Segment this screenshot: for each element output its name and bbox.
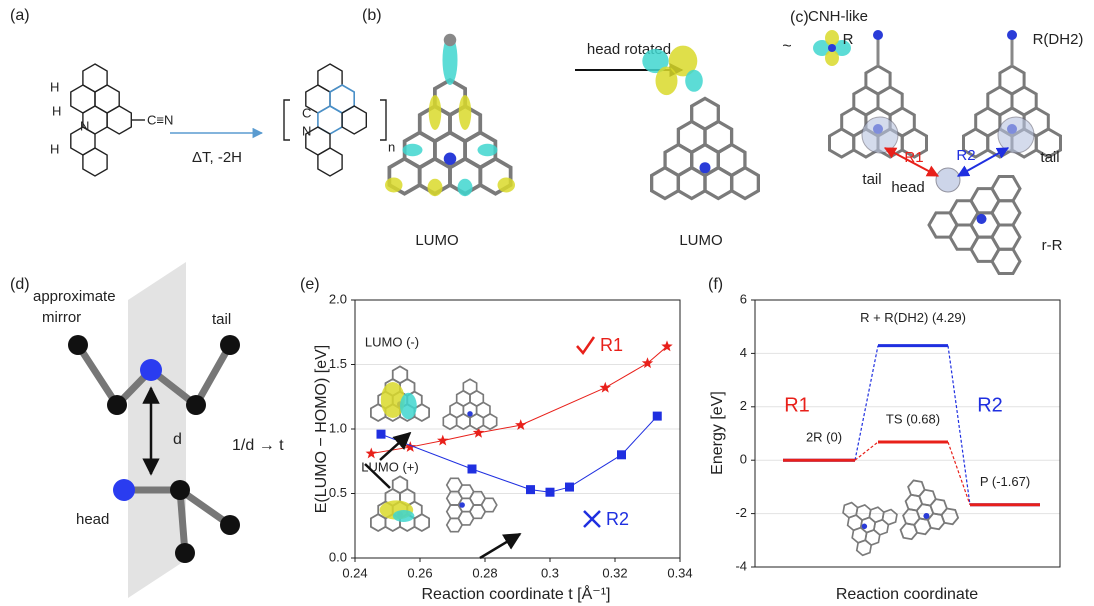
plane-label: mirror [42,309,81,326]
level-label: P (-1.67) [980,474,1030,489]
atom: H [50,141,59,156]
marker [546,488,555,497]
panel-label: (b) [362,7,382,24]
marker [565,483,574,492]
route-label: R2 [956,147,975,164]
x-tick-label: 0.3 [541,565,559,580]
annotation: LUMO (+) [361,459,418,474]
x-tick-label: 0.32 [602,565,627,580]
y-tick-label: 2 [740,398,747,413]
y-axis-label: E(LUMO − HOMO) [eV] [313,345,330,513]
series-label: R1 [784,394,810,416]
atom: N [80,118,89,133]
similar-sign: ~ [782,38,791,55]
panel-d: (d) d 1/d → t approximate mirror tail he… [10,262,284,598]
series-label: R1 [600,335,623,355]
molecule-label: R(DH2) [1033,31,1084,48]
series-label: R2 [977,394,1003,416]
site-label: tail [1040,149,1059,166]
distance-label: d [173,431,182,448]
y-tick-label: 2.0 [329,291,347,306]
atom: H [52,103,61,118]
y-tick-label: 0 [740,452,747,467]
x-axis-label: Reaction coordinate t [Å⁻¹] [422,584,611,603]
y-axis-label: Energy [eV] [709,391,726,475]
orbital-label: LUMO [679,232,722,249]
panel-f: (f) Reaction coordinate Energy [eV] -4 -2… [708,276,1060,603]
repeat-index: n [388,139,395,154]
level-label: 2R (0) [806,430,842,445]
site-label: tail [212,311,231,328]
marker [468,464,477,473]
reaction-condition: ΔT, -2H [192,149,242,166]
molecule [385,34,515,197]
series-label: R2 [606,509,629,529]
x-tick-label: 0.34 [667,565,692,580]
tail-highlight [998,117,1034,153]
orbital-label: LUMO [415,232,458,249]
head-highlight [936,168,960,192]
head-atom [140,359,162,381]
polymer [284,64,386,176]
level-label: R + R(DH2) (4.29) [860,310,966,325]
y-tick-label: 0.5 [329,485,347,500]
relation: 1/d → t [232,437,284,454]
fragment-label: CNH-like [808,8,868,25]
y-tick-label: -2 [735,505,747,520]
panel-label: (e) [300,276,320,293]
panel-b: (b) LUMO head rotated LUMO ~ CNH-like [362,7,868,249]
x-axis-label: Reaction coordinate [836,586,978,603]
molecule [642,46,758,199]
atom: C [302,105,311,120]
y-tick-label: 1.0 [329,420,347,435]
marker [377,430,386,439]
plane-label: approximate [33,288,116,305]
y-tick-label: 6 [740,291,747,306]
head-atom [113,479,135,501]
figure: (a) H H N H C≡N ΔT, -2H C N n (b) [0,0,1094,606]
x-tick-label: 0.28 [472,565,497,580]
y-tick-label: 4 [740,345,747,360]
marker [653,412,662,421]
x-tick-label: 0.26 [407,565,432,580]
panel-label: (c) [790,9,809,26]
level-label: TS (0.68) [886,411,940,426]
site-label: head [76,511,109,528]
marker [526,485,535,494]
panel-label: (f) [708,276,723,293]
site-label: tail [862,171,881,188]
atom: C≡N [147,112,173,127]
site-label: head [891,179,924,196]
x-tick-label: 0.24 [342,565,367,580]
y-tick-label: 0.0 [329,549,347,564]
plot-area [755,300,1060,567]
annotation: LUMO (-) [365,334,419,349]
route-label: R1 [904,149,923,166]
y-tick-label: 1.5 [329,356,347,371]
molecule-label: r-R [1042,237,1063,254]
panel-a: (a) H H N H C≡N ΔT, -2H C N n [10,7,395,176]
atom: H [50,79,59,94]
molecule-label: R [843,31,854,48]
panel-e: (e) Reaction coordinate t [Å⁻¹] E(LUMO −… [300,276,693,603]
panel-label: (d) [10,276,30,293]
marker [617,450,626,459]
atom: N [302,123,311,138]
y-tick-label: -4 [735,558,747,573]
panel-label: (a) [10,7,30,24]
tail-highlight [862,117,898,153]
